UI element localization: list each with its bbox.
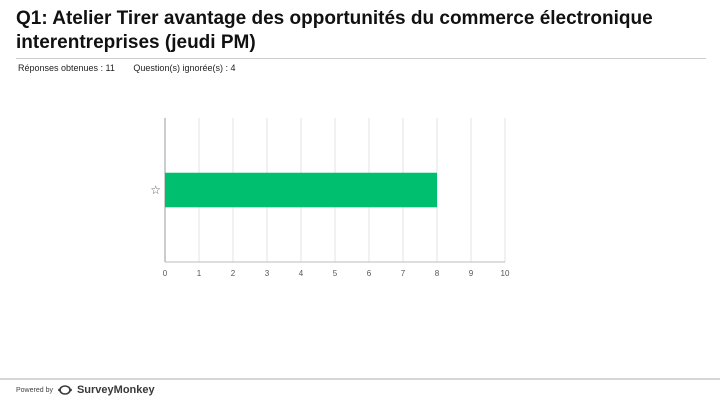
category-label-0: ☆ (150, 183, 161, 197)
footer-divider (0, 378, 720, 380)
x-tick-label-3: 3 (265, 269, 270, 278)
surveymonkey-logo-icon (58, 385, 72, 395)
question-title: Q1: Atelier Tirer avantage des opportuni… (16, 8, 653, 53)
x-tick-label-4: 4 (299, 269, 304, 278)
x-tick-label-2: 2 (231, 269, 236, 278)
x-tick-label-7: 7 (401, 269, 406, 278)
x-tick-label-5: 5 (333, 269, 338, 278)
footer: Powered by SurveyMonkey (16, 384, 155, 396)
answered-count: Réponses obtenues : 11 (18, 63, 115, 73)
skipped-count: Question(s) ignorée(s) : 4 (133, 63, 236, 73)
x-tick-label-10: 10 (501, 269, 510, 278)
powered-by-label: Powered by (16, 386, 53, 394)
x-tick-label-8: 8 (435, 269, 440, 278)
bar-0 (165, 172, 437, 208)
response-stats: Réponses obtenues : 11 Question(s) ignor… (18, 63, 235, 73)
x-tick-label-1: 1 (197, 269, 202, 278)
x-tick-label-6: 6 (367, 269, 372, 278)
x-tick-label-0: 0 (163, 269, 168, 278)
surveymonkey-brand: SurveyMonkey (76, 384, 155, 396)
x-tick-label-9: 9 (469, 269, 474, 278)
title-divider (16, 58, 706, 59)
